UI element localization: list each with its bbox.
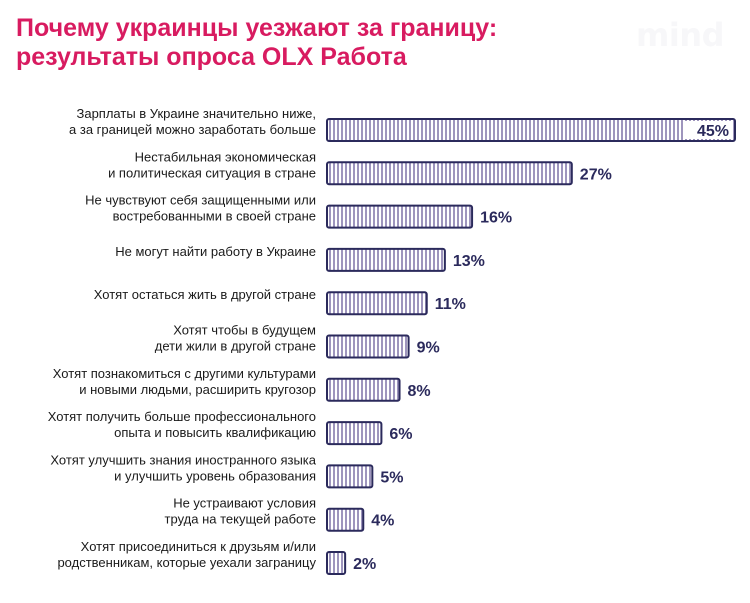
- category-label-line: Не чувствуют себя защищенными или: [85, 193, 316, 208]
- category-label-line: Зарплаты в Украине значительно ниже,: [77, 106, 317, 121]
- category-label-line: Не могут найти работу в Украине: [115, 244, 316, 259]
- chart-title-line-2: результаты опроса OLX Работа: [16, 43, 407, 71]
- bar-value-label-10: 2%: [353, 556, 376, 573]
- bar-value-label-5: 9%: [417, 340, 440, 357]
- category-label-6: Хотят познакомиться с другими культурами…: [53, 366, 316, 397]
- category-label-line: Хотят чтобы в будущем: [173, 323, 316, 338]
- category-label-line: Нестабильная экономическая: [135, 149, 316, 164]
- category-label-line: Хотят присоединиться к друзьям и/или: [81, 539, 316, 554]
- category-label-7: Хотят получить больше профессионального о…: [48, 409, 317, 440]
- bars-group: 45% Зарплаты в Украине значительно ниже, а…: [48, 106, 736, 575]
- bar-value-label-9: 4%: [371, 513, 394, 530]
- bar-9: [326, 507, 365, 532]
- bar-value-label-background: [685, 121, 731, 139]
- category-label-line: и новыми людьми, расширить кругозор: [79, 382, 316, 397]
- category-label-line: Хотят получить больше профессионального: [48, 409, 316, 424]
- category-label-line: Хотят остаться жить в другой стране: [94, 287, 316, 302]
- category-label-line: Не устраивают условия: [173, 496, 316, 511]
- category-label-line: Хотят улучшить знания иностранного языка: [50, 452, 316, 467]
- category-label-line: опыта и повысить квалификацию: [114, 425, 316, 440]
- bar-10: [326, 551, 347, 575]
- bar-value-label-3: 13%: [453, 253, 485, 270]
- bar-5: [326, 334, 410, 359]
- bar-value-label-2: 16%: [480, 210, 512, 227]
- bar-3: [326, 247, 446, 272]
- category-label-0: Зарплаты в Украине значительно ниже, а за…: [69, 106, 316, 137]
- category-label-10: Хотят присоединиться к друзьям и/или родс…: [57, 539, 316, 570]
- bar-8: [326, 464, 374, 489]
- bar-7: [326, 421, 383, 446]
- bar-value-label-4: 11%: [435, 296, 466, 313]
- category-label-line: востребованными в своей стране: [113, 209, 316, 224]
- bar-value-label-7: 6%: [389, 426, 412, 443]
- category-label-line: и политическая ситуация в стране: [108, 165, 316, 180]
- category-label-line: родственникам, которые уехали заграницу: [57, 555, 316, 570]
- category-label-line: и улучшить уровень образования: [114, 468, 316, 483]
- bar-0: [326, 118, 736, 142]
- bar-2: [326, 204, 474, 229]
- category-label-2: Не чувствуют себя защищенными или востреб…: [85, 193, 316, 224]
- category-label-line: Хотят познакомиться с другими культурами: [53, 366, 316, 381]
- bar-1: [326, 161, 573, 186]
- brand-logo: mind: [636, 16, 725, 54]
- category-label-line: труда на текущей работе: [165, 512, 316, 527]
- category-label-1: Нестабильная экономическая и политическая…: [108, 149, 316, 180]
- bar-4: [326, 291, 428, 316]
- bar-value-label-8: 5%: [380, 469, 403, 486]
- category-label-4: Хотят остаться жить в другой стране: [94, 287, 316, 302]
- category-label-8: Хотят улучшить знания иностранного языка…: [50, 452, 316, 483]
- bar-value-label-0: 45%: [697, 123, 729, 140]
- category-label-5: Хотят чтобы в будущем дети жили в другой …: [155, 323, 316, 354]
- category-label-3: Не могут найти работу в Украине: [115, 244, 316, 259]
- bar-value-label-6: 8%: [408, 383, 431, 400]
- category-label-line: дети жили в другой стране: [155, 339, 316, 354]
- chart-title-line-1: Почему украинцы уезжают за границу:: [16, 14, 498, 42]
- category-label-line: а за границей можно заработать больше: [69, 122, 316, 137]
- bar-value-label-1: 27%: [580, 166, 612, 183]
- bar-6: [326, 377, 401, 402]
- chart-title: Почему украинцы уезжают за границу: резу…: [16, 14, 497, 72]
- category-label-9: Не устраивают условия труда на текущей ра…: [165, 496, 316, 527]
